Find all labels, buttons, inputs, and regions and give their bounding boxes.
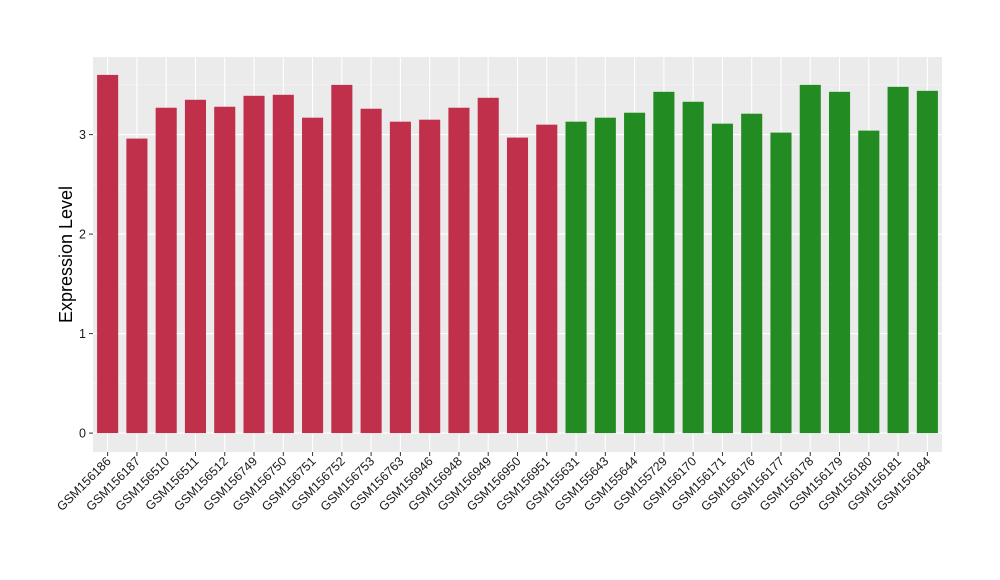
bar-gsm156749 [243, 95, 265, 434]
bar-gsm156763 [389, 121, 411, 434]
bar-gsm156948 [448, 107, 470, 434]
bar-gsm156171 [711, 123, 733, 434]
bar-gsm156510 [155, 107, 177, 434]
y-axis-title: Expression Level [56, 186, 76, 323]
bar-gsm156179 [828, 91, 851, 434]
bar-gsm156752 [331, 84, 353, 434]
bar-gsm156170 [682, 101, 704, 434]
bar-gsm156186 [97, 74, 119, 434]
bar-gsm156511 [184, 99, 207, 434]
y-tick-label: 1 [79, 327, 86, 341]
bar-gsm156751 [302, 117, 324, 434]
bar-gsm155631 [565, 121, 587, 434]
y-tick-label: 2 [79, 228, 86, 242]
bar-gsm156512 [214, 106, 236, 434]
y-tick-label: 0 [79, 427, 86, 441]
bar-gsm156951 [536, 124, 558, 434]
bars [97, 74, 938, 434]
y-tick-label: 3 [79, 128, 86, 142]
bar-gsm156180 [858, 130, 880, 434]
bar-gsm156950 [506, 137, 529, 434]
bar-gsm156178 [799, 84, 821, 434]
bar-gsm155643 [594, 117, 616, 434]
bar-gsm155729 [653, 91, 675, 434]
y-axis: 0 1 2 3 [79, 128, 93, 441]
bar-gsm156949 [477, 97, 499, 434]
bar-gsm156176 [741, 113, 763, 434]
bar-gsm156753 [360, 108, 382, 434]
bar-gsm155644 [624, 112, 646, 434]
bar-gsm156187 [126, 138, 148, 434]
bar-gsm156181 [887, 86, 909, 434]
x-axis: GSM156186GSM156187GSM156510GSM156511GSM1… [54, 452, 934, 514]
bar-gsm156177 [770, 132, 792, 434]
bar-gsm156184 [916, 90, 938, 434]
bar-gsm156946 [419, 119, 441, 434]
bar-gsm156750 [272, 94, 294, 434]
